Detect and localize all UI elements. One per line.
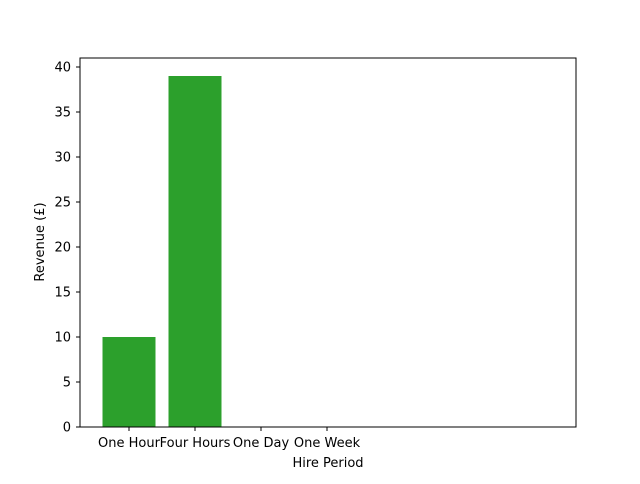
x-tick-label: One Day — [233, 436, 290, 451]
x-tick-label: One Week — [294, 436, 361, 451]
x-axis: One Hour Four Hours One Day One Week — [98, 427, 361, 451]
bar-four-hours — [168, 76, 222, 427]
y-tick-label: 15 — [54, 286, 71, 301]
plot-frame — [79, 57, 577, 428]
y-tick-label: 10 — [54, 331, 71, 346]
x-tick-label: Four Hours — [160, 436, 231, 451]
y-axis-label: Revenue (£) — [33, 202, 48, 281]
x-axis-label: Hire Period — [292, 456, 363, 471]
y-tick-label: 0 — [63, 421, 71, 436]
bars-group — [102, 76, 222, 427]
y-axis: 0 5 10 15 20 25 30 35 40 — [54, 61, 80, 436]
x-tick-label: One Hour — [98, 436, 161, 451]
y-tick-label: 35 — [54, 106, 71, 121]
y-tick-label: 40 — [54, 61, 71, 76]
y-tick-label: 25 — [54, 196, 71, 211]
y-tick-label: 5 — [63, 376, 71, 391]
y-tick-label: 30 — [54, 151, 71, 166]
y-tick-label: 20 — [54, 241, 71, 256]
bar-one-hour — [102, 337, 156, 427]
